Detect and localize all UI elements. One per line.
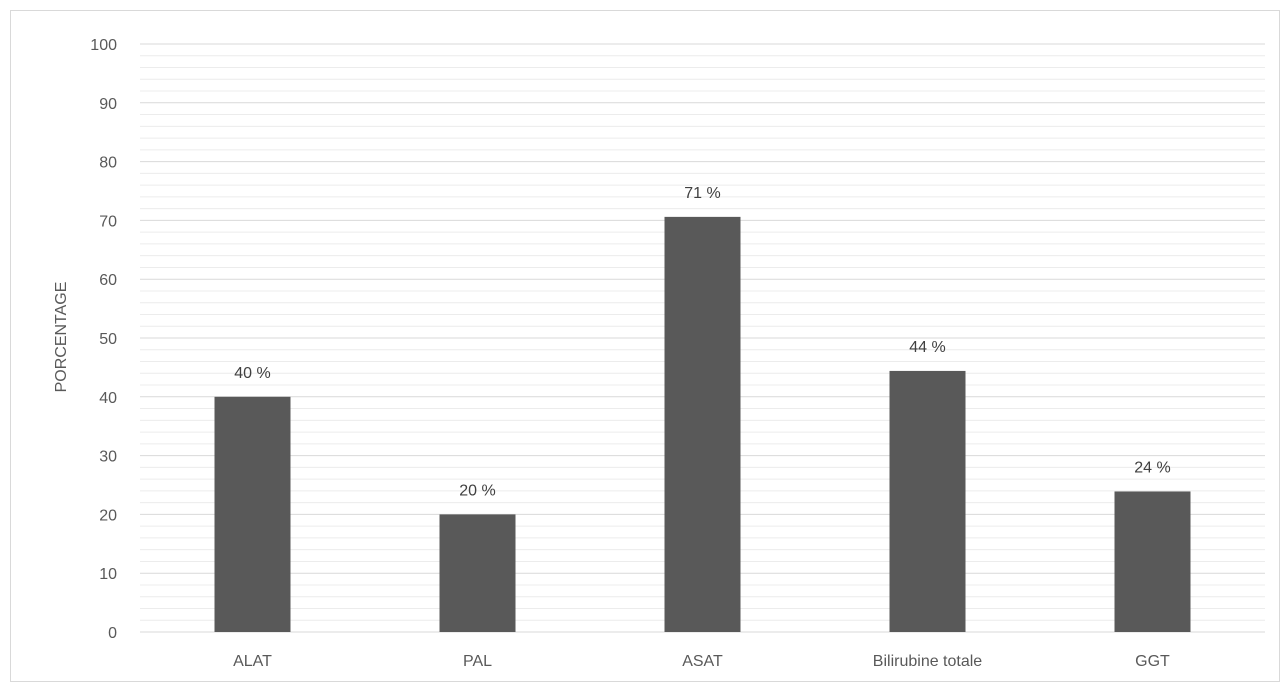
- y-axis-title: PORCENTAGE: [53, 282, 70, 393]
- y-tick-label: 60: [99, 272, 117, 289]
- x-tick-label: Bilirubine totale: [873, 653, 983, 670]
- y-tick-label: 80: [99, 155, 117, 172]
- data-label: 24 %: [1134, 459, 1170, 476]
- data-label: 40 %: [234, 365, 270, 382]
- y-axis-tick-labels: 0 10 20 30 40 50 60 70 80 90 100: [90, 37, 117, 642]
- data-label: 44 %: [909, 339, 945, 356]
- bar: [214, 396, 291, 632]
- x-tick-label: ASAT: [682, 653, 723, 670]
- y-tick-label: 20: [99, 507, 117, 524]
- bar: [1114, 491, 1191, 632]
- bar: [664, 216, 741, 632]
- data-label: 20 %: [459, 482, 495, 499]
- data-labels: 40 % 20 % 71 % 44 % 24 %: [234, 185, 1170, 500]
- bar: [439, 514, 516, 632]
- bar: [889, 370, 966, 632]
- x-tick-label: PAL: [463, 653, 492, 670]
- y-tick-label: 40: [99, 390, 117, 407]
- y-tick-label: 100: [90, 37, 117, 54]
- y-tick-label: 70: [99, 213, 117, 230]
- y-tick-label: 30: [99, 449, 117, 466]
- y-tick-label: 0: [108, 625, 117, 642]
- x-tick-label: ALAT: [233, 653, 272, 670]
- y-tick-label: 90: [99, 96, 117, 113]
- x-axis-tick-labels: ALAT PAL ASAT Bilirubine totale GGT: [233, 653, 1170, 670]
- data-label: 71 %: [684, 185, 720, 202]
- y-tick-label: 50: [99, 331, 117, 348]
- y-tick-label: 10: [99, 566, 117, 583]
- bars: [214, 216, 1191, 632]
- x-tick-label: GGT: [1135, 653, 1170, 670]
